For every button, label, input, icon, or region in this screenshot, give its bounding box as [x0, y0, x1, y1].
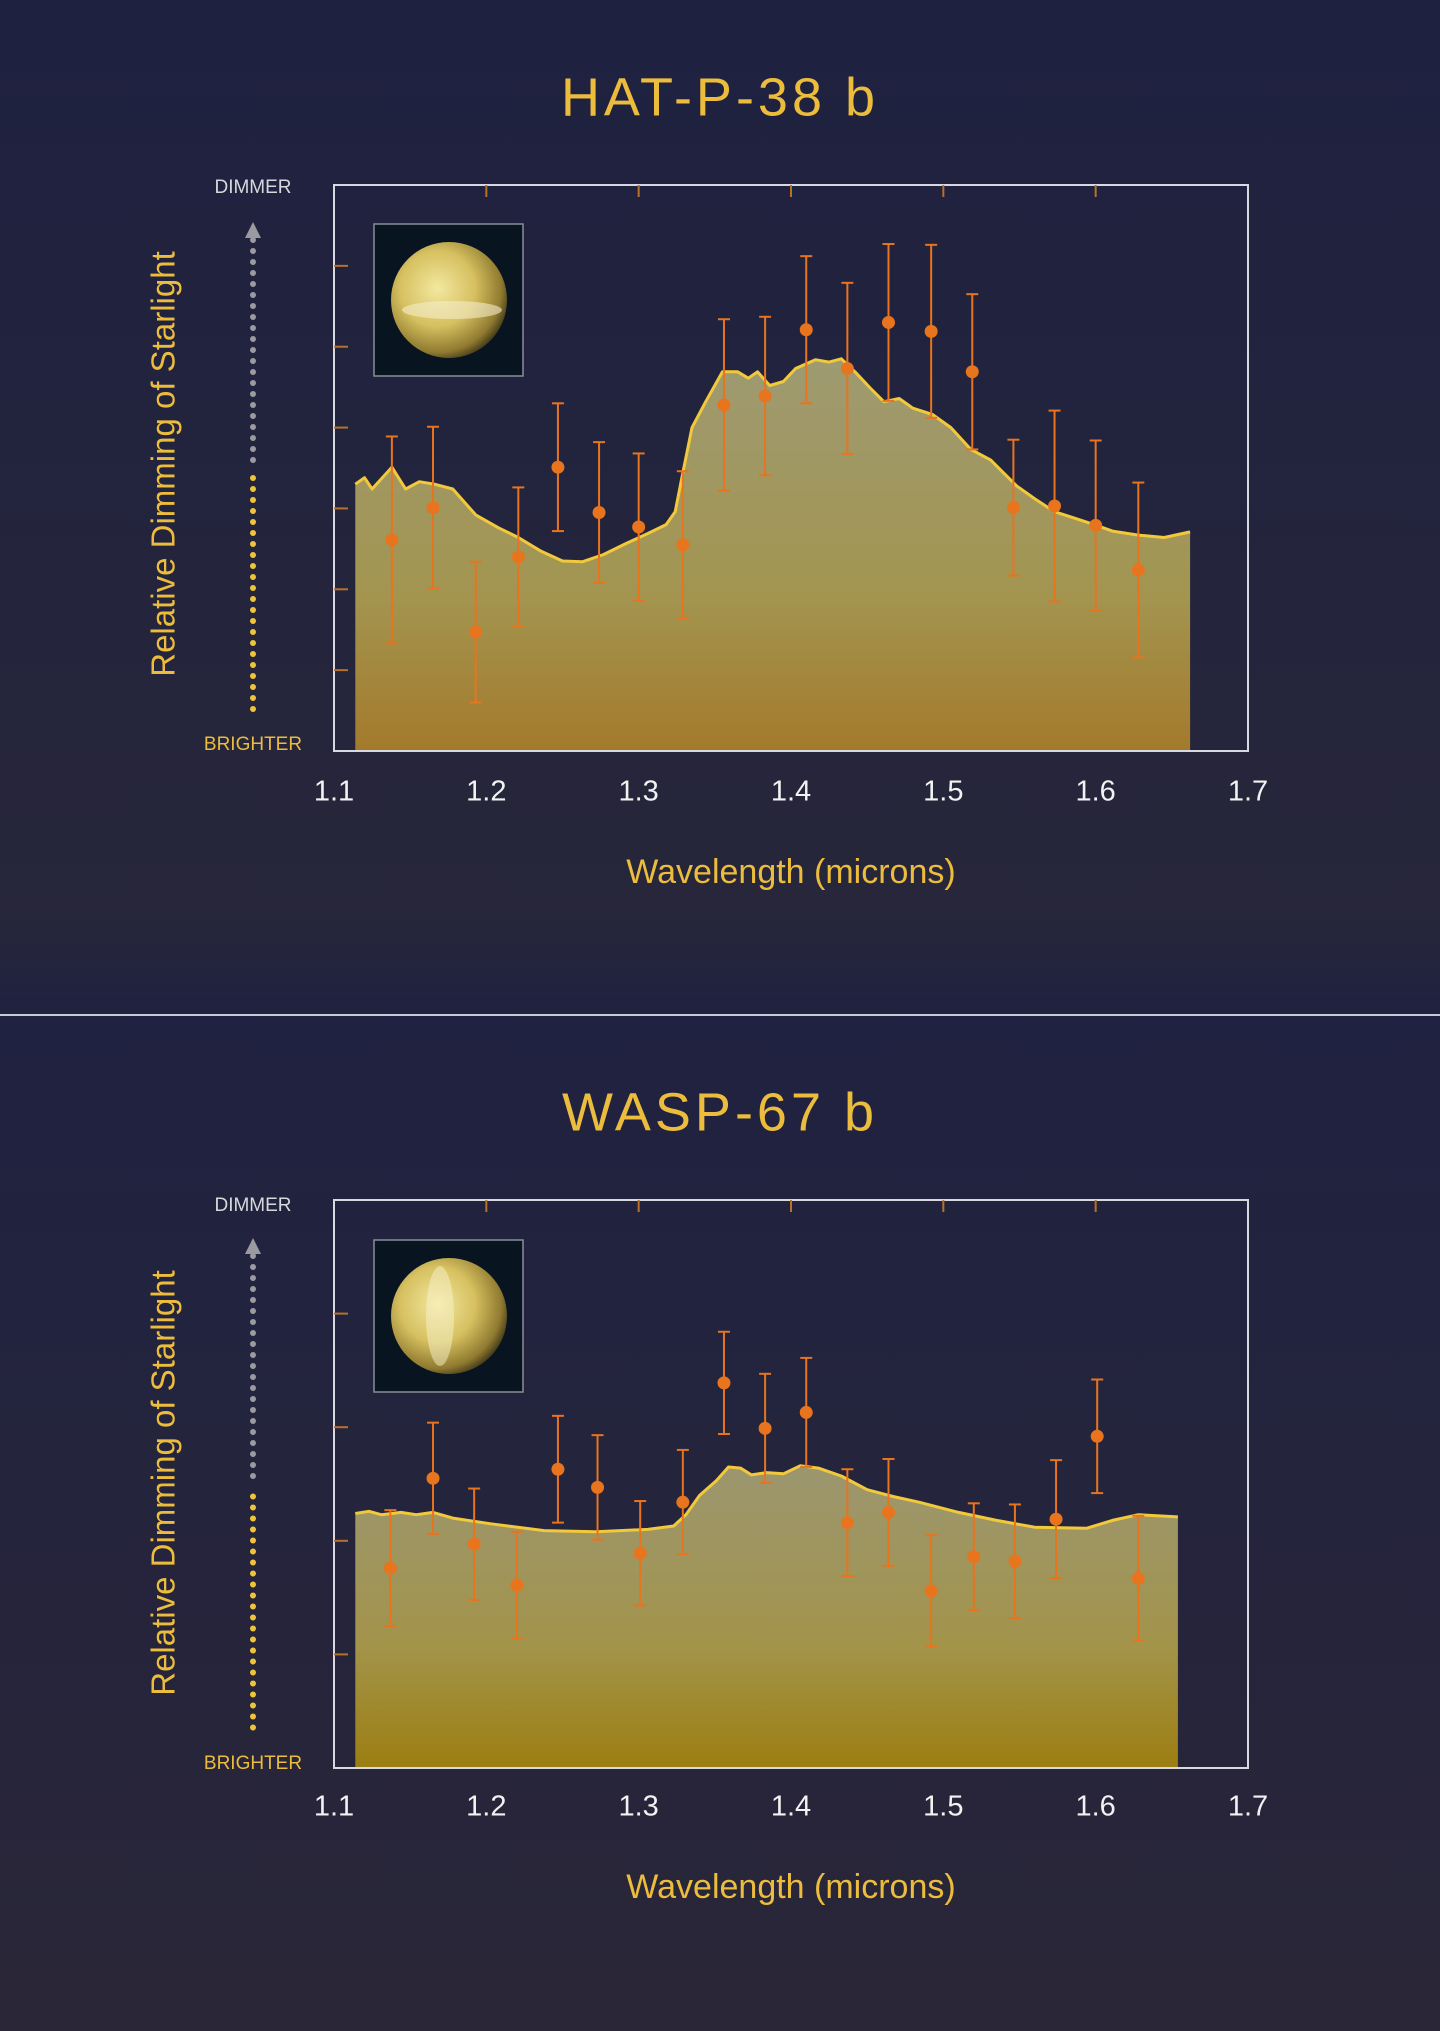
x-tick-label: 1.1: [314, 1791, 354, 1823]
data-point: [840, 362, 854, 376]
data-point: [510, 1578, 524, 1592]
y-axis-title: Relative Dimming of Starlight: [145, 251, 182, 677]
data-point: [840, 1516, 854, 1530]
data-point: [1131, 563, 1145, 577]
data-point: [881, 315, 895, 329]
data-point: [881, 1505, 895, 1519]
data-point: [426, 1471, 440, 1485]
x-tick-label: 1.3: [619, 776, 659, 808]
data-point: [717, 1376, 731, 1390]
x-tick-label: 1.5: [923, 776, 963, 808]
data-point: [758, 389, 772, 403]
data-point: [717, 398, 731, 412]
x-tick-label: 1.2: [466, 776, 506, 808]
insets: [373, 223, 524, 1393]
x-tick-label: 1.7: [1228, 1791, 1268, 1823]
data-point: [799, 1405, 813, 1419]
data-point: [1006, 501, 1020, 515]
chart-title: HAT-P-38 b: [561, 67, 879, 127]
model-area: [355, 1465, 1178, 1768]
x-tick-label: 1.4: [771, 776, 811, 808]
data-point: [965, 365, 979, 379]
model-line: [354, 357, 1191, 564]
x-tick-label: 1.3: [619, 1791, 659, 1823]
data-point: [924, 1584, 938, 1598]
data-point: [1008, 1554, 1022, 1568]
data-point: [383, 1561, 397, 1575]
data-point: [1090, 1429, 1104, 1443]
data-point: [467, 1537, 481, 1551]
data-point: [592, 505, 606, 519]
data-point: [676, 1495, 690, 1509]
y-top-label: DIMMER: [214, 177, 291, 198]
data-point: [469, 625, 483, 639]
data-point: [799, 323, 813, 337]
arrow-head: [245, 1238, 261, 1254]
data-point: [551, 1462, 565, 1476]
x-tick-label: 1.4: [771, 1791, 811, 1823]
data-point: [385, 533, 399, 547]
x-tick-label: 1.7: [1228, 776, 1268, 808]
x-axis-title: Wavelength (microns): [626, 1868, 955, 1906]
data-point: [551, 460, 565, 474]
data-point: [1089, 518, 1103, 532]
data-point: [511, 550, 525, 564]
planet-band: [426, 1266, 454, 1366]
data-point: [591, 1480, 605, 1494]
x-tick-label: 1.6: [1076, 1791, 1116, 1823]
data-point: [633, 1546, 647, 1560]
data-point: [967, 1550, 981, 1564]
y-bottom-label: BRIGHTER: [204, 1753, 302, 1774]
data-point: [676, 538, 690, 552]
model-area: [355, 358, 1191, 751]
arrow-head: [245, 222, 261, 238]
x-tick-label: 1.1: [314, 776, 354, 808]
planet-image: [391, 242, 507, 358]
data-point: [924, 324, 938, 338]
data-point: [632, 520, 646, 534]
model-line: [355, 1464, 1178, 1534]
y-bottom-label: BRIGHTER: [204, 734, 302, 755]
x-tick-label: 1.6: [1076, 776, 1116, 808]
y-axis-title: Relative Dimming of Starlight: [145, 1270, 182, 1696]
data-point: [1048, 499, 1062, 513]
data-point: [758, 1421, 772, 1435]
planet-band: [402, 301, 502, 319]
chart-title: WASP-67 b: [562, 1082, 878, 1142]
data-point: [1131, 1571, 1145, 1585]
data-point: [1049, 1512, 1063, 1526]
data-point: [426, 501, 440, 515]
x-tick-label: 1.2: [466, 1791, 506, 1823]
y-top-label: DIMMER: [214, 1195, 291, 1216]
x-axis-title: Wavelength (microns): [626, 853, 955, 891]
x-tick-label: 1.5: [923, 1791, 963, 1823]
